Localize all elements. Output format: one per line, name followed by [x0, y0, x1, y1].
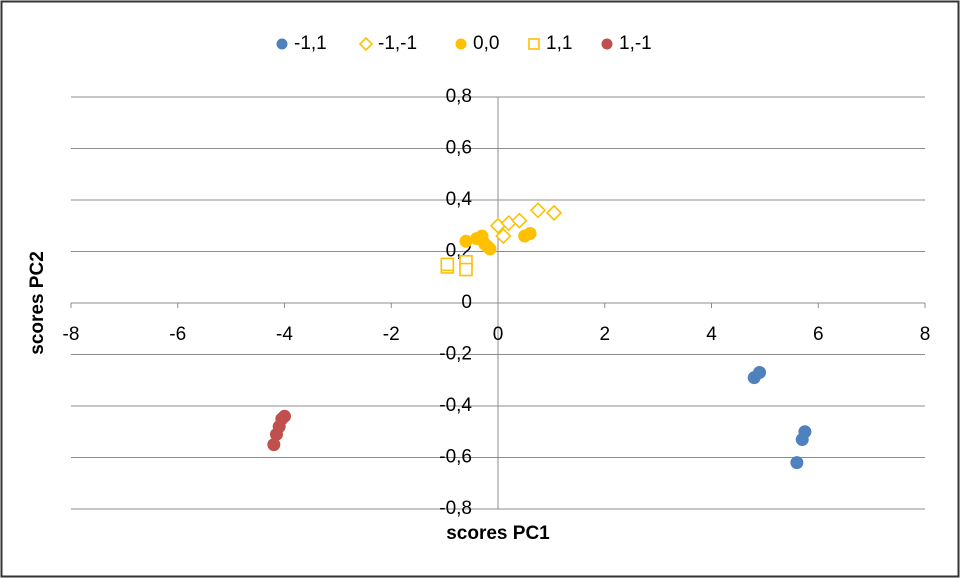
legend-marker — [276, 38, 288, 50]
y-tick-label: -0,2 — [439, 344, 472, 365]
y-tick-label: 0 — [461, 292, 472, 313]
y-tick-label: -0,4 — [439, 395, 472, 416]
data-point — [278, 409, 291, 423]
legend-marker — [528, 38, 540, 50]
y-tick-label: -0,8 — [439, 498, 472, 519]
x-tick-label: 4 — [706, 324, 717, 345]
x-tick-label: -8 — [63, 324, 80, 345]
data-point — [459, 262, 473, 277]
legend-label: 0,0 — [473, 33, 499, 54]
x-tick-label: -4 — [276, 324, 293, 345]
legend-label: -1,-1 — [378, 33, 417, 54]
legend-label: -1,1 — [294, 33, 327, 54]
data-point — [529, 202, 547, 219]
y-tick-label: -0,6 — [439, 447, 472, 468]
x-tick-label: -6 — [169, 324, 186, 345]
x-tick-label: 8 — [920, 324, 931, 345]
legend-marker — [358, 36, 374, 52]
legend-label: 1,-1 — [619, 33, 652, 54]
y-tick-label: 0,4 — [446, 189, 473, 210]
data-point — [545, 204, 563, 222]
data-point — [440, 257, 455, 272]
legend-label: 1,1 — [546, 33, 572, 54]
x-tick-label: 2 — [599, 324, 610, 345]
x-axis-title: scores PC1 — [446, 523, 550, 544]
data-point — [483, 242, 497, 256]
y-tick-label: 0,8 — [446, 86, 472, 107]
legend-marker — [455, 38, 467, 50]
legend-marker — [601, 38, 613, 50]
data-point — [753, 366, 767, 380]
y-tick-label: 0,6 — [446, 138, 472, 159]
x-tick-label: 0 — [493, 324, 504, 345]
data-point — [790, 456, 804, 470]
x-tick-label: -2 — [383, 324, 400, 345]
x-tick-label: 6 — [813, 324, 824, 345]
data-point — [523, 226, 537, 240]
data-point — [798, 425, 812, 439]
data-point — [495, 227, 512, 245]
data-point — [459, 234, 473, 248]
y-axis-title: scores PC2 — [27, 251, 48, 355]
data-point — [511, 212, 528, 229]
